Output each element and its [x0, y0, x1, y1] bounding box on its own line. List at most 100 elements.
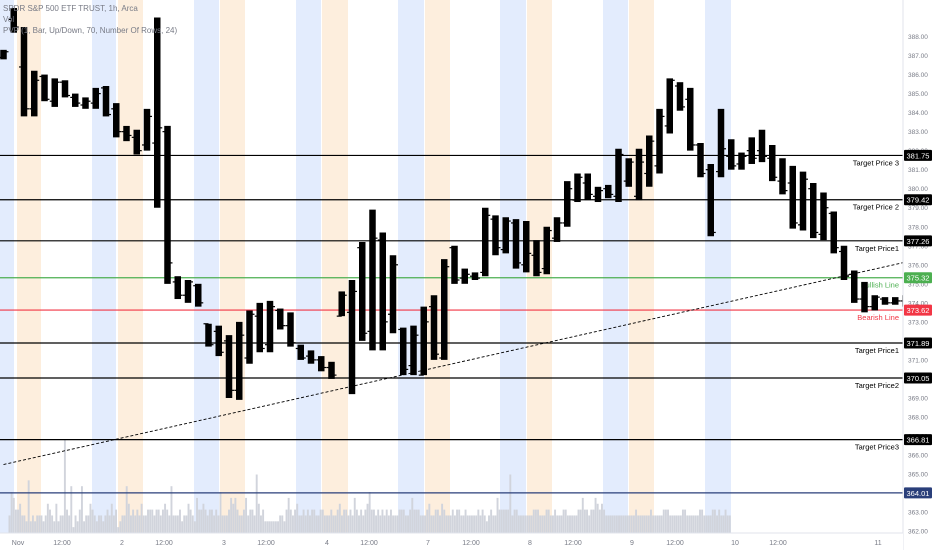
ohlc-bar[interactable]: [285, 312, 296, 347]
ohlc-bar[interactable]: [582, 173, 593, 201]
ohlc-bar[interactable]: [377, 232, 388, 351]
ohlc-bar[interactable]: [716, 108, 726, 178]
ohlc-bar[interactable]: [295, 344, 306, 360]
ohlc-bar[interactable]: [736, 152, 747, 170]
ohlc-bar[interactable]: [347, 280, 357, 395]
ohlc-bar[interactable]: [29, 70, 40, 117]
ohlc-bar[interactable]: [162, 125, 173, 284]
ohlc-bar[interactable]: [234, 321, 245, 400]
ohlc-bar[interactable]: [839, 245, 849, 281]
ohlc-bar[interactable]: [265, 300, 275, 353]
ohlc-bar[interactable]: [275, 308, 286, 330]
volume-bar: [210, 509, 213, 533]
ohlc-bar[interactable]: [131, 129, 142, 155]
ohlc-bar[interactable]: [562, 181, 573, 227]
pvp-legend[interactable]: PVP (1, Bar, Up/Down, 70, Number Of Rows…: [3, 26, 178, 35]
ohlc-bar[interactable]: [490, 215, 501, 256]
ohlc-bar[interactable]: [0, 49, 9, 60]
ohlc-bar[interactable]: [695, 143, 706, 178]
ohlc-bar[interactable]: [326, 361, 337, 379]
ohlc-bar[interactable]: [634, 148, 644, 201]
ohlc-bar[interactable]: [664, 78, 675, 134]
ohlc-bar[interactable]: [254, 302, 265, 353]
ohlc-bar[interactable]: [193, 283, 204, 307]
ohlc-bar[interactable]: [593, 186, 603, 203]
ohlc-bar[interactable]: [818, 192, 829, 241]
ohlc-bar[interactable]: [480, 207, 491, 277]
ohlc-bar[interactable]: [388, 255, 398, 334]
ohlc-bar[interactable]: [675, 82, 685, 111]
ohlc-bar[interactable]: [152, 17, 163, 208]
ohlc-bar[interactable]: [500, 217, 511, 254]
ohlc-bar[interactable]: [654, 108, 665, 174]
ohlc-bar[interactable]: [336, 291, 347, 317]
ohlc-bar[interactable]: [19, 27, 29, 117]
ohlc-bar[interactable]: [798, 171, 808, 231]
ohlc-bar[interactable]: [8, 8, 19, 33]
ohlc-bar[interactable]: [111, 103, 122, 138]
ohlc-bar[interactable]: [49, 78, 60, 107]
ohlc-bar[interactable]: [357, 241, 368, 341]
volume-bar: [383, 515, 386, 533]
ohlc-bar[interactable]: [224, 335, 234, 398]
ohlc-bar[interactable]: [685, 87, 696, 151]
volume-bar: [42, 521, 45, 533]
ohlc-bar[interactable]: [39, 74, 50, 102]
ohlc-bars[interactable]: [0, 8, 911, 400]
ohlc-bar[interactable]: [418, 306, 429, 376]
ohlc-bar[interactable]: [244, 310, 255, 364]
ohlc-bar[interactable]: [459, 268, 470, 284]
ohlc-bar[interactable]: [121, 125, 132, 142]
ohlc-bar[interactable]: [623, 158, 634, 187]
ohlc-bar[interactable]: [767, 144, 778, 182]
ohlc-bar[interactable]: [849, 270, 860, 303]
volume-bar: [421, 515, 424, 533]
ohlc-bar[interactable]: [470, 272, 480, 281]
volume-legend[interactable]: Vol: [3, 15, 15, 24]
ohlc-bar[interactable]: [60, 80, 70, 98]
ohlc-bar[interactable]: [552, 217, 562, 242]
ohlc-bar[interactable]: [705, 163, 716, 237]
ohlc-bar[interactable]: [398, 327, 409, 376]
ohlc-bar[interactable]: [787, 165, 798, 229]
price-badge: [904, 434, 932, 446]
ohlc-bar[interactable]: [890, 297, 901, 305]
ohlc-bar[interactable]: [316, 356, 327, 372]
ohlc-bar[interactable]: [90, 87, 101, 109]
ohlc-bar[interactable]: [746, 137, 757, 164]
ohlc-bar[interactable]: [644, 135, 655, 187]
ohlc-bar[interactable]: [869, 295, 880, 311]
ohlc-bar[interactable]: [521, 221, 532, 273]
ohlc-bar[interactable]: [828, 211, 839, 254]
ohlc-bar[interactable]: [726, 139, 737, 170]
ohlc-bar[interactable]: [183, 280, 193, 303]
ohlc-bar[interactable]: [757, 129, 767, 163]
ohlc-bar[interactable]: [511, 219, 521, 269]
ohlc-bar[interactable]: [142, 108, 152, 151]
time-axis[interactable]: Nov 12:00 2 12:00 3 12:00 4 12:00 7 12:00 8 12:00 9 1…: [0, 532, 903, 550]
ohlc-bar[interactable]: [613, 148, 624, 203]
ohlc-bar[interactable]: [408, 325, 419, 376]
ohlc-bar[interactable]: [777, 158, 788, 195]
ohlc-bar[interactable]: [172, 276, 183, 300]
ohlc-bar[interactable]: [101, 85, 111, 117]
ohlc-bar[interactable]: [603, 184, 614, 199]
ohlc-bar[interactable]: [572, 173, 583, 203]
symbol-title[interactable]: SPDR S&P 500 ETF TRUST, 1h, Arca: [3, 4, 138, 13]
ohlc-bar[interactable]: [439, 259, 450, 360]
ohlc-bar[interactable]: [306, 350, 316, 364]
ohlc-bar[interactable]: [429, 295, 439, 360]
ohlc-bar[interactable]: [367, 209, 378, 351]
ohlc-bar[interactable]: [859, 281, 870, 313]
ohlc-bar[interactable]: [541, 226, 552, 275]
ohlc-bar[interactable]: [80, 97, 91, 109]
ohlc-bar[interactable]: [70, 93, 81, 107]
volume-bar: [379, 515, 382, 533]
ohlc-bar[interactable]: [880, 297, 890, 305]
ohlc-bar[interactable]: [449, 245, 460, 284]
ohlc-bar[interactable]: [203, 323, 214, 347]
ohlc-bar[interactable]: [531, 240, 542, 277]
ohlc-bar[interactable]: [808, 183, 819, 239]
ohlc-bar[interactable]: [213, 325, 224, 357]
